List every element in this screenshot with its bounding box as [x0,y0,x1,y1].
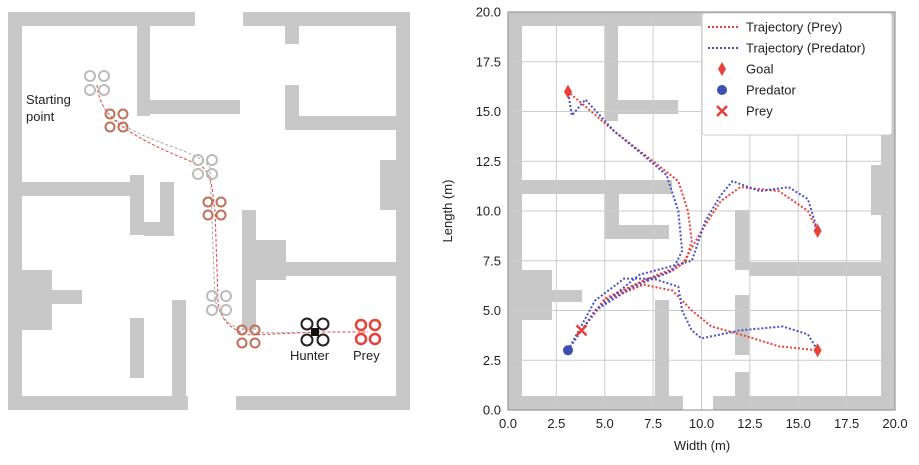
y-tick-label: 12.5 [476,154,501,169]
y-tick-label: 7.5 [483,253,501,268]
x-tick-label: 20.0 [882,416,907,431]
x-axis-label: Width (m) [674,438,730,453]
x-tick-label: 0.0 [499,416,517,431]
legend: Trajectory (Prey) Trajectory (Predator) Go… [702,13,892,135]
prey-label: Prey [353,348,380,363]
figure: Startingpoint Hunter Prey Width (m) Leng… [0,0,919,460]
legend-label: Trajectory (Prey) [746,20,842,35]
y-tick-label: 17.5 [476,54,501,69]
x-tick-label: 10.0 [689,416,714,431]
y-tick-label: 2.5 [483,353,501,368]
x-tick-label: 5.0 [596,416,614,431]
predator-marker [717,85,727,95]
x-tick-label: 12.5 [737,416,762,431]
legend-label: Predator [746,83,797,98]
legend-label: Goal [746,62,774,77]
x-tick-label: 7.5 [644,416,662,431]
y-tick-label: 5.0 [483,303,501,318]
hunter-label: Hunter [290,348,330,363]
x-tick-label: 2.5 [547,416,565,431]
legend-label: Prey [746,104,773,119]
y-axis-label: Length (m) [440,180,455,243]
y-tick-label: 10.0 [476,204,501,219]
y-tick-label: 0.0 [483,403,501,418]
legend-label: Trajectory (Predator) [746,41,865,56]
x-tick-label: 15.0 [786,416,811,431]
y-tick-label: 20.0 [476,5,501,20]
floor-plan [8,12,410,410]
x-tick-label: 17.5 [834,416,859,431]
y-tick-label: 15.0 [476,104,501,119]
predator-marker [563,345,573,355]
